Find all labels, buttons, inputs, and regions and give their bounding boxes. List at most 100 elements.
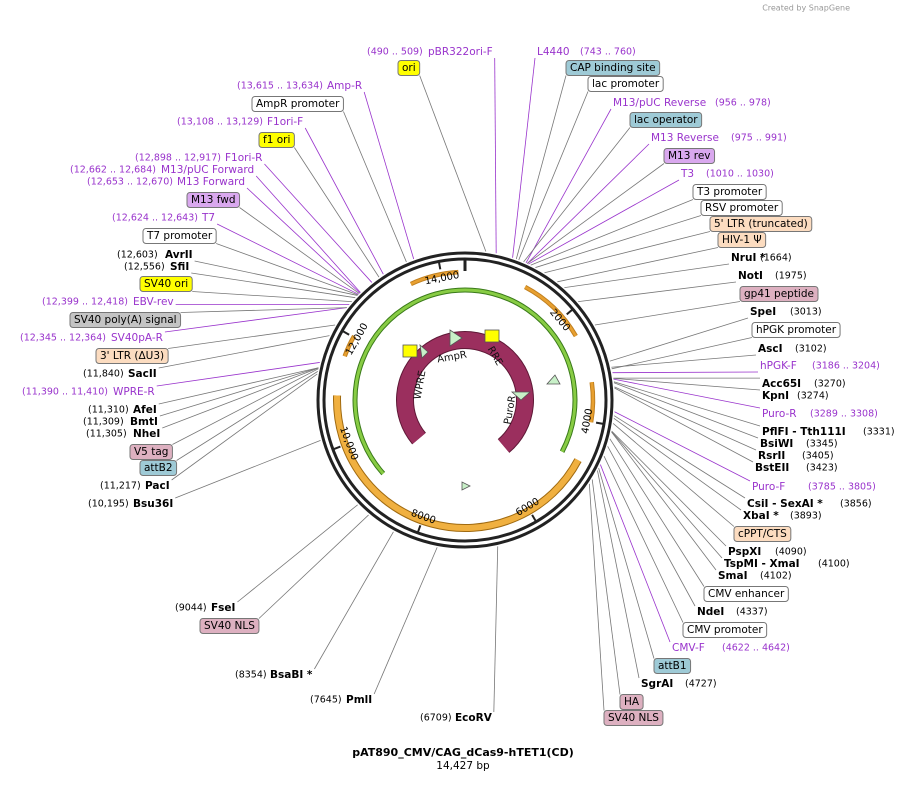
primer-name: Amp-R (327, 80, 362, 92)
feature-box (653, 658, 692, 674)
label: XbaI * (3893) (743, 510, 822, 522)
leader-line (557, 247, 719, 283)
ring-tick (437, 261, 442, 270)
leader-line (176, 371, 318, 461)
label: V5 tag (129, 444, 173, 460)
label: hPGK promoter (751, 322, 841, 338)
primer-name: M13/pUC Forward (161, 164, 254, 176)
label: EcoRV(6709) (420, 712, 493, 724)
feature-box (700, 200, 783, 216)
ring-tick-label: 14,000 (424, 270, 460, 287)
feature-name: SV40 ori (144, 278, 188, 290)
site-location: (3423) (806, 463, 838, 474)
feature-name: CAP binding site (570, 62, 656, 74)
primer-name: M13/pUC Reverse (613, 97, 706, 109)
label: lac promoter (587, 76, 664, 92)
primer-name: WPRE-R (113, 386, 155, 398)
leader-line (544, 231, 711, 274)
feature-box (703, 586, 789, 602)
leader-line (613, 417, 742, 511)
label: F1ori-R (12,898 .. 12,917) (135, 152, 262, 164)
feature-name: CMV promoter (687, 624, 763, 636)
feature-arrow (510, 391, 532, 401)
feature-name: 3' LTR (ΔU3) (100, 350, 164, 362)
label: BmtI (11,309) (83, 416, 158, 428)
ring-inner (322, 257, 608, 543)
site-location: (12,603) (117, 250, 158, 261)
site-location: (6709) (420, 713, 452, 724)
label: M13 Forward (12,653 .. 12,670) (87, 176, 245, 188)
site-location: (7645) (310, 695, 342, 706)
leader-line (612, 423, 735, 527)
enzyme-name: PacI (145, 480, 170, 492)
label: NotI (1975) (738, 270, 807, 282)
enzyme-name: NotI (738, 270, 763, 282)
leader-line (373, 547, 438, 695)
feature-box (682, 622, 768, 638)
primer-name: F1ori-F (267, 116, 303, 128)
label: f1 ori (258, 132, 295, 148)
leader-line (156, 362, 320, 387)
site-location: (12,898 .. 12,917) (135, 153, 221, 164)
ring-outer (316, 251, 614, 549)
enzyme-name: KpnI (762, 390, 789, 402)
feature-arrow (419, 343, 429, 359)
feature-arrow (461, 481, 471, 491)
leader-line (525, 108, 612, 264)
feature-box (142, 228, 217, 244)
site-location: (8354) (235, 670, 267, 681)
primer-name: hPGK-F (760, 360, 797, 372)
label: SV40 NLS (199, 618, 260, 634)
feature-arc (397, 332, 533, 453)
leader-line (216, 223, 359, 295)
site-location: (3013) (790, 307, 822, 318)
ring-tick (531, 514, 538, 523)
leader-line (216, 243, 359, 296)
enzyme-name: SpeI (750, 306, 776, 318)
leader-line (515, 75, 567, 260)
site-location: (11,305) (86, 429, 127, 440)
label: EBV-rev (12,399 .. 12,418) (42, 296, 174, 308)
leader-line (528, 179, 680, 265)
leader-line (564, 263, 730, 289)
label: M13/pUC Forward (12,662 .. 12,684) (70, 164, 254, 176)
leader-line (419, 75, 487, 252)
leader-line (192, 291, 352, 302)
leader-line (578, 281, 737, 302)
leader-line (191, 272, 356, 299)
map-subtitle: 14,427 bp (436, 760, 490, 772)
feature-name: HIV-1 Ψ (722, 234, 762, 246)
label: NheI (11,305) (86, 428, 160, 440)
feature-name: lac operator (634, 114, 698, 126)
site-location: (956 .. 978) (715, 98, 771, 109)
feature-name: RSV promoter (705, 202, 779, 214)
primer-name: CMV-F (672, 642, 705, 654)
label: TspMI - XmaI (4100) (724, 558, 850, 570)
site-location: (3345) (806, 439, 838, 450)
leader-line (246, 187, 361, 294)
label: AmpR promoter (251, 96, 344, 112)
label: CMV enhancer (703, 586, 789, 602)
label: CMV-F (4622 .. 4642) (672, 642, 790, 654)
feature-box (402, 344, 418, 358)
leader-line (175, 439, 321, 499)
enzyme-name: EcoRV (455, 712, 493, 724)
leader-line (172, 368, 319, 445)
feature-name: T3 promoter (696, 186, 763, 198)
feature-name: M13 fwd (191, 194, 236, 206)
feature-name: hPGK promoter (756, 324, 837, 336)
leader-line (588, 483, 605, 711)
feature-arc (334, 395, 581, 531)
label: KpnI (3274) (762, 390, 829, 402)
site-location: (11,217) (100, 481, 141, 492)
leader-line (304, 127, 384, 275)
feature-name: T7 promoter (146, 230, 213, 242)
leader-line (494, 57, 497, 254)
feature-arc (589, 382, 595, 423)
site-location: (4102) (760, 571, 792, 582)
origin-tick (463, 259, 467, 271)
site-location: (4100) (818, 559, 850, 570)
enzyme-name: AscI (758, 343, 783, 355)
leader-line (607, 446, 696, 607)
label: BsiWI (3345) (760, 438, 838, 450)
